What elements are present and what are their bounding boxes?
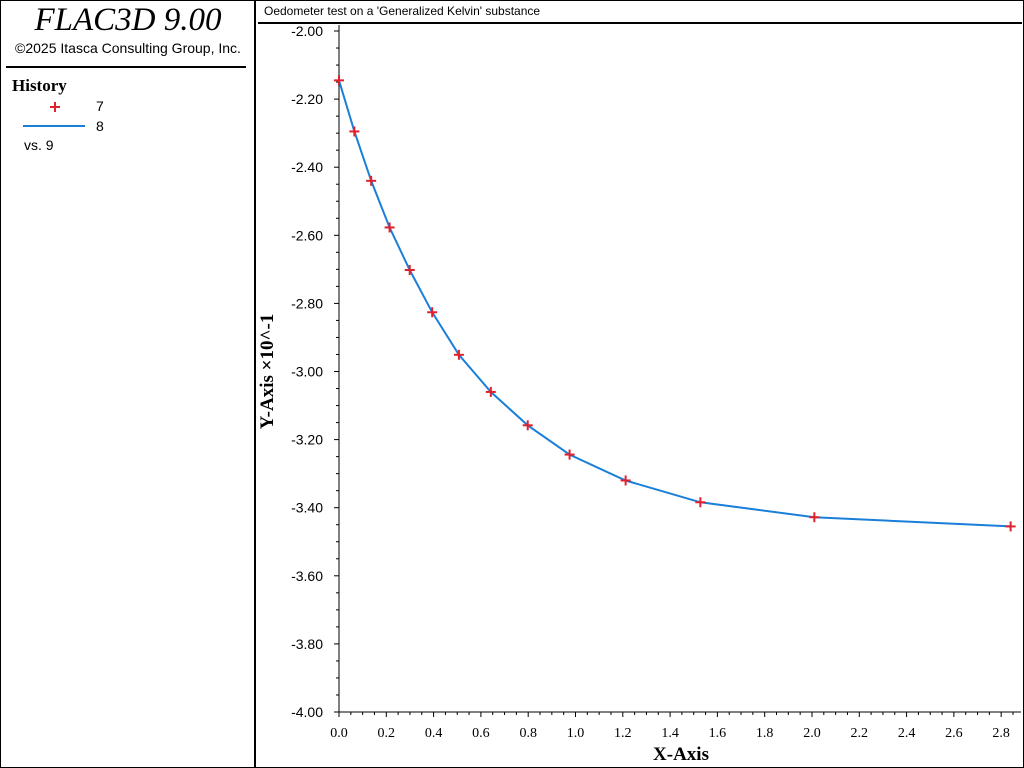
legend-title: History — [12, 76, 67, 95]
legend-swatches — [23, 102, 85, 127]
chart-header: Oedometer test on a 'Generalized Kelvin'… — [258, 0, 1022, 24]
data-point-marker — [453, 349, 464, 360]
legend-item-label: 8 — [96, 118, 104, 134]
x-tick-label: 1.2 — [614, 726, 632, 741]
y-axis-title: Y-Axis ×10^-1 — [257, 314, 278, 430]
y-tick-label: -3.00 — [291, 364, 323, 380]
data-point-marker — [564, 449, 575, 460]
legend-vs-label: vs. 9 — [24, 137, 54, 153]
data-point-marker — [404, 265, 415, 276]
data-point-marker — [522, 420, 533, 431]
y-tick-label: -3.40 — [291, 500, 323, 516]
data-point-marker — [1005, 521, 1016, 532]
data-point-marker — [366, 175, 377, 186]
data-point-marker — [620, 475, 631, 486]
data-point-marker — [809, 512, 820, 523]
data-point-marker — [334, 75, 344, 86]
x-tick-label: 2.4 — [898, 726, 916, 741]
x-tick-label: 0.0 — [330, 726, 348, 741]
y-tick-label: -4.00 — [291, 704, 323, 720]
chart-title: Oedometer test on a 'Generalized Kelvin'… — [264, 4, 541, 18]
series-line — [338, 80, 1011, 528]
x-tick-label: 2.6 — [945, 726, 963, 741]
x-tick-label: 0.8 — [519, 726, 537, 741]
x-tick-label: 0.4 — [425, 726, 443, 741]
data-point-marker — [384, 222, 395, 233]
y-tick-label: -3.80 — [291, 636, 323, 652]
y-tick-label: -3.20 — [291, 432, 323, 448]
x-tick-label: 1.6 — [709, 726, 727, 741]
y-tick-label: -2.60 — [291, 227, 323, 243]
y-tick-label: -3.60 — [291, 568, 323, 584]
title-divider — [6, 66, 246, 68]
x-tick-label: 2.2 — [851, 726, 869, 741]
y-tick-label: -2.00 — [291, 23, 323, 39]
x-axis-title: X-Axis — [653, 744, 709, 765]
x-tick-label: 1.0 — [567, 726, 585, 741]
y-tick-label: -2.80 — [291, 295, 323, 311]
data-point-marker — [349, 126, 360, 137]
x-tick-label: 2.8 — [992, 726, 1010, 741]
x-tick-label: 0.2 — [378, 726, 396, 741]
legend-plus-marker-icon — [50, 102, 60, 112]
data-point-marker — [695, 497, 706, 508]
y-tick-label: -2.20 — [291, 91, 323, 107]
copyright-text: ©2025 Itasca Consulting Group, Inc. — [15, 40, 241, 56]
y-tick-label: -2.40 — [291, 159, 323, 175]
app-title: FLAC3D 9.00 — [34, 2, 222, 38]
legend-item-label: 7 — [96, 98, 104, 114]
x-tick-label: 1.4 — [661, 726, 679, 741]
legend-panel: FLAC3D 9.00 ©2025 Itasca Consulting Grou… — [0, 0, 256, 768]
x-tick-label: 0.6 — [472, 726, 490, 741]
x-tick-label: 1.8 — [756, 726, 774, 741]
data-point-marker — [485, 386, 496, 397]
data-point-marker — [427, 307, 438, 318]
x-tick-label: 2.0 — [803, 726, 821, 741]
